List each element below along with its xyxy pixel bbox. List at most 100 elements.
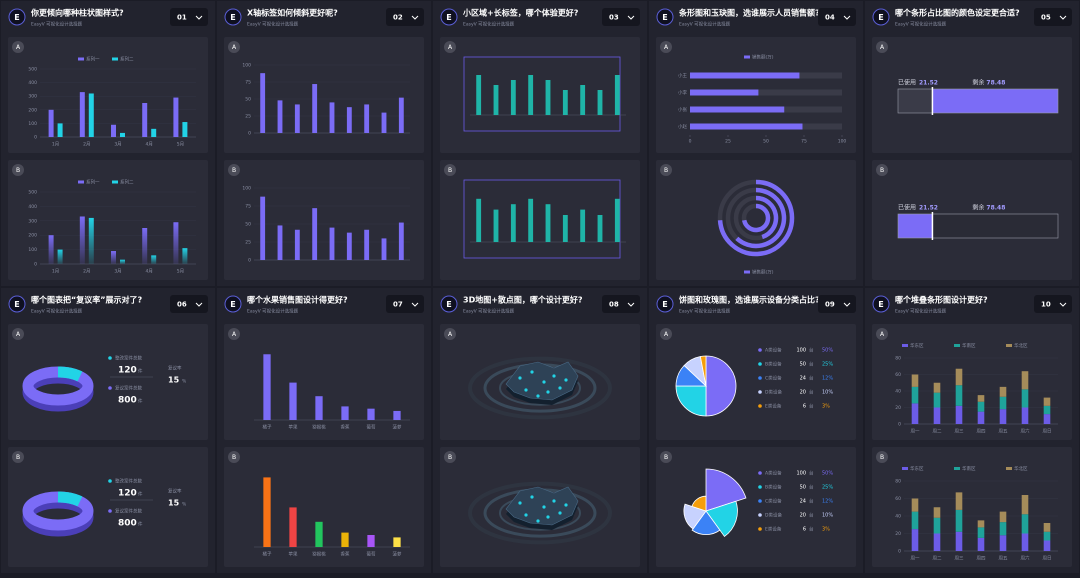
logo <box>8 8 26 26</box>
x-tick-label: 4月 <box>146 142 153 148</box>
pie-slice <box>699 355 707 387</box>
x-tick-label: 橘子 <box>263 551 272 558</box>
question-select[interactable]: 01 <box>170 8 208 26</box>
question-select[interactable]: 02 <box>386 8 424 26</box>
legend-label: 系列二 <box>120 179 134 186</box>
select-box <box>818 8 856 26</box>
chevron <box>1059 302 1067 307</box>
bar-segment <box>933 392 941 408</box>
select-box <box>170 295 208 313</box>
bar <box>690 72 800 79</box>
used-value: 21.52 <box>919 205 938 212</box>
question-select[interactable]: 07 <box>386 295 424 313</box>
legend-label: D类设备 <box>765 389 782 396</box>
unit-label: 台 <box>809 375 814 382</box>
bar-segment <box>1043 531 1051 541</box>
rate-unit: % <box>182 379 187 385</box>
panel-label: A <box>880 331 885 338</box>
y-tick-label: 400 <box>28 204 37 210</box>
bar <box>315 396 323 420</box>
bar <box>142 228 148 264</box>
map-dot <box>530 370 534 374</box>
bar <box>690 89 759 96</box>
bar <box>88 93 94 137</box>
bar-segment <box>1021 514 1029 534</box>
x-tick-label: 菠萝 <box>393 551 402 558</box>
logo-mark: E <box>14 300 19 309</box>
logo-mark: E <box>446 300 451 309</box>
question-select[interactable]: 05 <box>1034 8 1072 26</box>
value-label: 100 <box>796 471 806 477</box>
y-tick-label: 60 <box>895 496 901 502</box>
map-dot <box>542 380 546 384</box>
bar <box>341 532 349 547</box>
logo-mark: E <box>446 13 451 22</box>
question-select[interactable]: 08 <box>602 295 640 313</box>
card-title: 饼图和玫瑰图，选谁展示设备分类占比? <box>679 295 820 305</box>
question-select[interactable]: 03 <box>602 8 640 26</box>
y-tick-label: 0 <box>248 131 251 137</box>
legend-label: B类设备 <box>765 361 782 368</box>
x-tick-label: 周四 <box>977 429 986 435</box>
card-title: 你更倾向哪种柱状图样式? <box>30 8 124 18</box>
bar <box>476 198 482 242</box>
bar <box>79 216 85 264</box>
y-tick-label: 200 <box>28 107 37 113</box>
chevron <box>843 15 851 20</box>
remaining-bar <box>932 213 1059 239</box>
x-tick-label: 苹果 <box>289 424 298 431</box>
chevron <box>411 302 419 307</box>
bar <box>614 198 620 242</box>
panel <box>440 160 640 280</box>
bar <box>151 255 157 264</box>
bar <box>393 537 401 547</box>
arc-bar <box>735 187 787 249</box>
panel-label: B <box>448 454 452 461</box>
bar <box>381 112 387 133</box>
bar <box>277 100 283 133</box>
panel-label: A <box>232 44 237 51</box>
bar-segment <box>977 537 985 551</box>
panel-badge <box>660 41 672 53</box>
question-select[interactable]: 04 <box>818 8 856 26</box>
x-tick-label: 3月 <box>114 142 121 148</box>
legend-label: 系列二 <box>120 56 134 63</box>
legend-dot <box>758 471 762 475</box>
bar <box>364 229 370 260</box>
bar-segment <box>1043 414 1051 424</box>
map-dot <box>518 376 522 380</box>
bar-segment <box>1021 533 1029 551</box>
rose-petal <box>691 495 707 512</box>
x-tick-label: 1月 <box>52 142 59 148</box>
logo-mark: E <box>230 13 235 22</box>
card-subtitle: EasyV 可视化设计选择题 <box>679 308 731 315</box>
question-select[interactable]: 09 <box>818 295 856 313</box>
legend-label: 华南区 <box>962 342 976 349</box>
y-tick-label: 500 <box>28 67 37 73</box>
legend-label: 销售额(万) <box>752 269 774 276</box>
bar-segment <box>955 509 963 532</box>
question-select[interactable]: 06 <box>170 295 208 313</box>
logo <box>440 8 458 26</box>
logo-mark: E <box>662 300 667 309</box>
legend-swatch <box>112 180 118 184</box>
logo <box>656 8 674 26</box>
x-tick-label: 周五 <box>999 429 1008 435</box>
panel-label: B <box>16 167 20 174</box>
question-select[interactable]: 10 <box>1034 295 1072 313</box>
pie-slice <box>705 355 737 417</box>
legend-label: 销售额(万) <box>752 54 774 61</box>
logo-mark: E <box>662 13 667 22</box>
map-shape <box>505 486 579 526</box>
stat-unit: 件 <box>138 398 143 405</box>
question-number: 05 <box>1041 14 1051 22</box>
bar <box>263 477 271 547</box>
bar <box>346 107 352 133</box>
panel-badge <box>660 451 672 463</box>
legend-label: C类设备 <box>765 498 782 505</box>
y-tick-label: 小赵 <box>678 123 687 130</box>
card-title: 条形图和玉玦图，选谁展示人员销售额? <box>678 8 820 18</box>
percent-label: 10% <box>822 513 833 519</box>
panel-label: A <box>448 331 453 338</box>
